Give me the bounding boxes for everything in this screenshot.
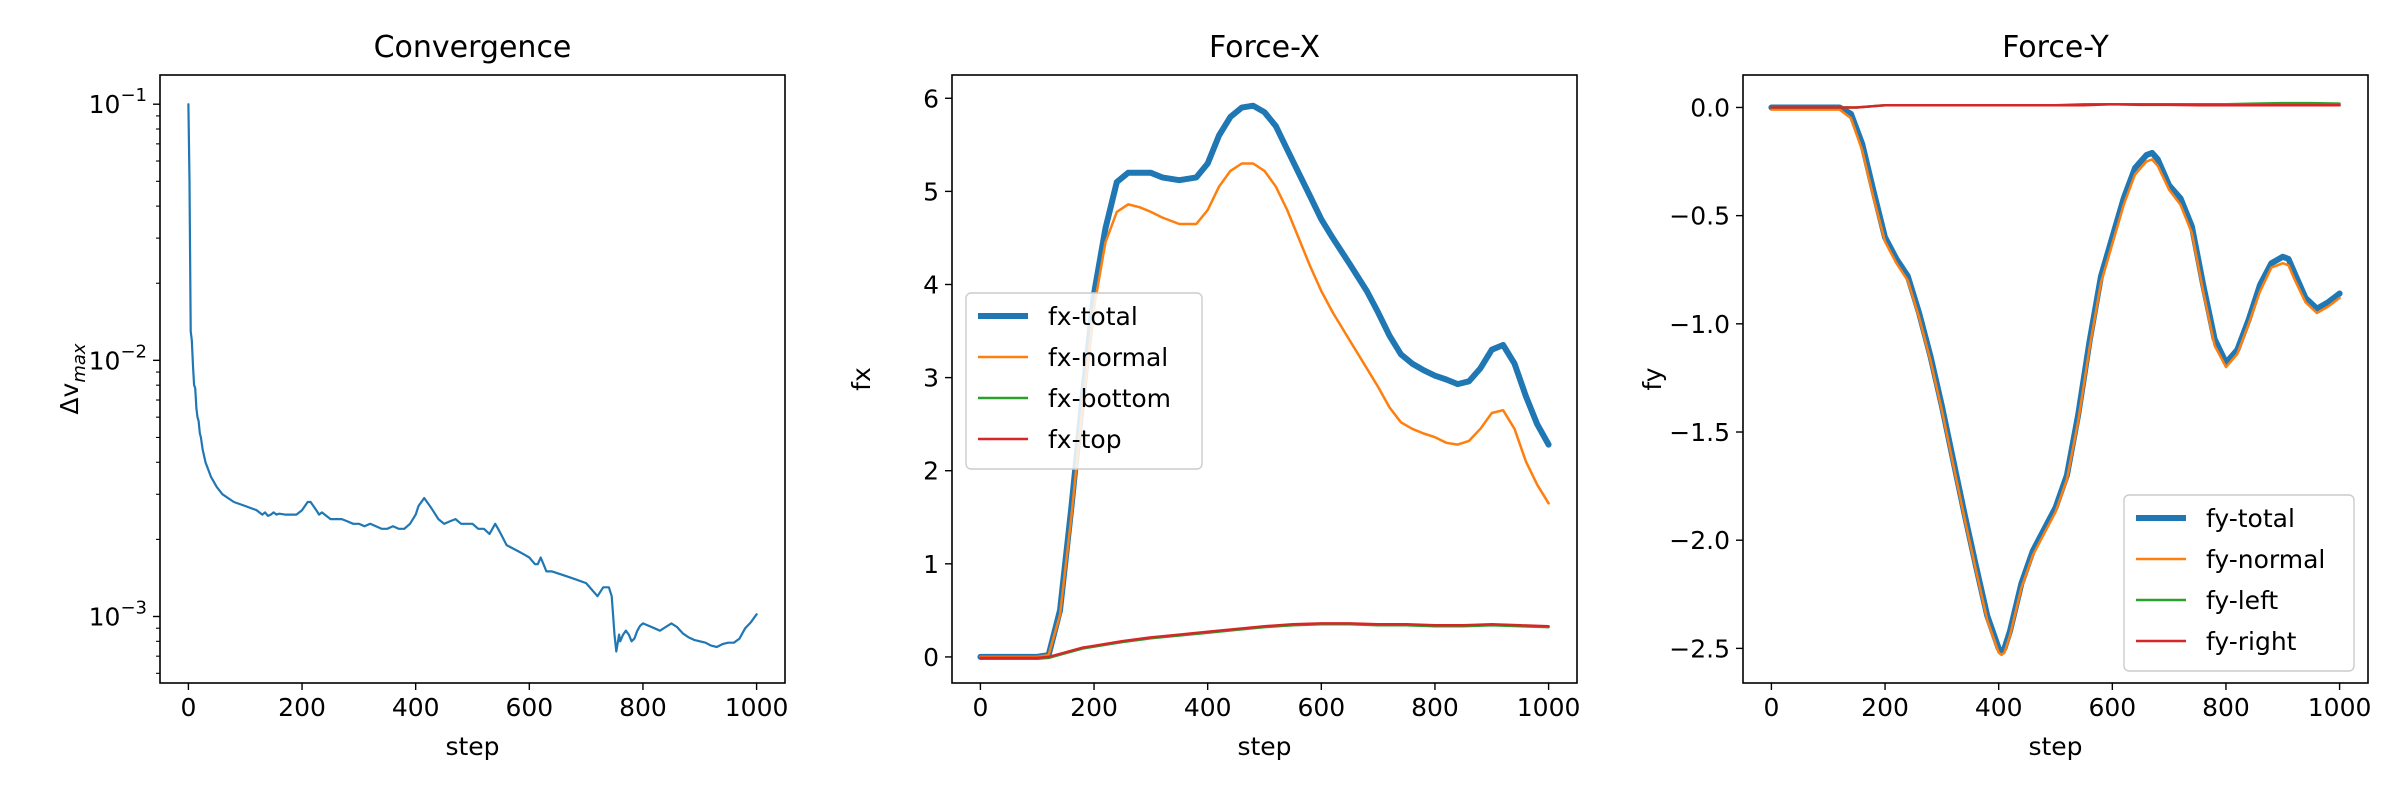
series-group: [1768, 101, 2343, 657]
y-axis-label: fx: [847, 367, 876, 391]
legend-label: fx-top: [1048, 425, 1122, 454]
y-tick-label: 0: [923, 643, 939, 672]
x-tick-label: 1000: [1517, 693, 1581, 722]
legend: fx-total fx-normal fx-bottom fx-top: [965, 292, 1203, 470]
legend-label: fy-right: [2206, 627, 2297, 656]
y-axis-label: fy: [1638, 367, 1667, 390]
y-axis-label: Δvmax: [55, 343, 90, 414]
axes-frame: [159, 74, 786, 684]
y-tick-label: −1.5: [1669, 418, 1730, 447]
legend-label: fx-normal: [1048, 343, 1168, 372]
x-tick-label: 200: [278, 693, 326, 722]
chart-panel-1: 0 200 400 600 800 1000 10−3 10−2 10−1 Convergence…: [55, 30, 788, 761]
x-tick-label: 200: [1861, 693, 1909, 722]
x-tick-label: 1000: [725, 693, 789, 722]
x-tick-label: 800: [619, 693, 667, 722]
y-tick-label: −1.0: [1669, 310, 1730, 339]
y-tick-label: 6: [923, 84, 939, 113]
y-tick-label: 10−2: [89, 341, 147, 375]
y-tick-label: 10−3: [89, 597, 147, 631]
chart-panel-2: 0 200 400 600 800 1000 0 1 2 3 4 5 6 Force-X step fx fx-…: [847, 30, 1580, 761]
y-tick-label: 10−1: [89, 85, 147, 119]
series-line-fx-top: [979, 622, 1550, 660]
series-line-fx-bottom: [979, 623, 1550, 661]
y-tick-label: 5: [923, 177, 939, 206]
y-tick-label: −2.0: [1669, 526, 1730, 555]
series-line-fx-normal: [979, 162, 1550, 659]
x-tick-label: 600: [505, 693, 553, 722]
series-line-fy-right: [1770, 102, 2341, 109]
legend: fy-total fy-normal fy-left fy-right: [2123, 494, 2355, 672]
x-tick-label: 400: [392, 693, 440, 722]
y-tick-label: 2: [923, 457, 939, 486]
x-tick-label: 1000: [2308, 693, 2372, 722]
series-line-fx-total: [977, 102, 1552, 660]
chart-title: Force-Y: [2002, 30, 2109, 65]
x-axis-label: step: [1237, 732, 1291, 761]
legend-frame: [965, 292, 1203, 470]
y-tick-label: −2.5: [1669, 634, 1730, 663]
x-tick-label: 400: [1184, 693, 1232, 722]
x-tick-label: 0: [972, 693, 988, 722]
x-tick-label: 400: [1975, 693, 2023, 722]
x-tick-label: 600: [2088, 693, 2136, 722]
series-group: [977, 102, 1552, 661]
x-axis-label: step: [445, 732, 499, 761]
y-tick-label: 1: [923, 550, 939, 579]
y-tick-label: −0.5: [1669, 202, 1730, 231]
legend-frame: [2123, 494, 2355, 672]
y-tick-label: 4: [923, 270, 939, 299]
legend-label: fy-normal: [2206, 545, 2325, 574]
x-tick-label: 0: [1763, 693, 1779, 722]
legend-label: fy-total: [2206, 504, 2295, 533]
series-line-fy-normal: [1770, 108, 2341, 657]
x-tick-label: 800: [2202, 693, 2250, 722]
legend-label: fy-left: [2206, 586, 2278, 615]
y-tick-label: 3: [923, 364, 939, 393]
chart-title: Convergence: [374, 30, 572, 65]
legend-label: fx-total: [1048, 302, 1138, 331]
x-tick-label: 800: [1411, 693, 1459, 722]
x-tick-label: 200: [1070, 693, 1118, 722]
chart-title: Force-X: [1209, 30, 1320, 65]
chart-panel-3: 0 200 400 600 800 1000 0.0 −0.5 −1.0 −1.5 −2.0 −2.5…: [1638, 30, 2371, 761]
axes-frame: [1742, 74, 2369, 684]
series-line-series-1: [187, 103, 758, 653]
x-tick-label: 0: [180, 693, 196, 722]
series-group: [187, 103, 758, 653]
legend-label: fx-bottom: [1048, 384, 1171, 413]
x-axis-label: step: [2028, 732, 2082, 761]
axes-frame: [951, 74, 1578, 684]
y-tick-label: 0.0: [1690, 93, 1730, 122]
x-tick-label: 600: [1297, 693, 1345, 722]
